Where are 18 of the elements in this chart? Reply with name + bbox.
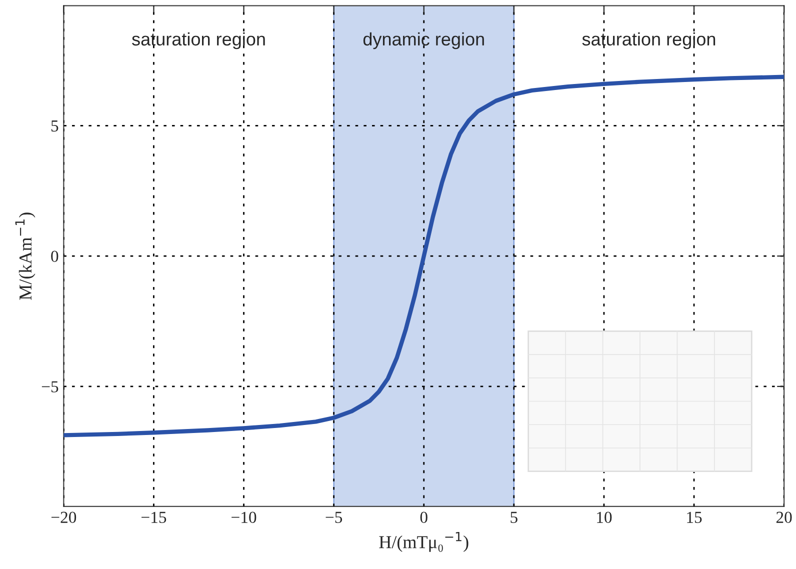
x-tick-label: −20 xyxy=(51,512,76,523)
x-tick-label: 15 xyxy=(687,512,702,523)
annotation: saturation region xyxy=(132,32,265,50)
x-tick-label: −5 xyxy=(326,512,342,523)
band-label: dynamic region xyxy=(363,32,484,50)
x-tick-label: 10 xyxy=(597,512,612,523)
x-tick-label: −15 xyxy=(142,512,166,523)
y-axis-title: M/(kAm$^{−1}$) xyxy=(15,212,36,300)
x-tick-label: 5 xyxy=(510,512,518,523)
y-tick-label: −5 xyxy=(42,381,58,392)
annotation: saturation region xyxy=(582,32,716,50)
x-tick-label: −10 xyxy=(232,512,256,523)
y-tick-label: 0 xyxy=(51,250,58,262)
line-series xyxy=(64,74,784,438)
x-tick-label: 20 xyxy=(776,512,792,523)
x-axis-title: H/(mTμ₀$^{−1}$) xyxy=(379,532,468,552)
y-tick-label: 5 xyxy=(51,120,58,132)
x-tick-label: 0 xyxy=(420,512,428,523)
